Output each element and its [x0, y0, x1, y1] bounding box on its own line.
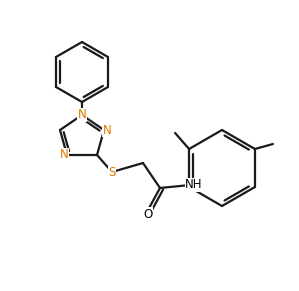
Text: N: N	[103, 123, 111, 136]
Text: O: O	[144, 207, 152, 221]
Text: N: N	[60, 148, 68, 162]
Text: N: N	[78, 109, 86, 122]
Text: NH: NH	[185, 178, 203, 191]
Text: S: S	[108, 166, 116, 178]
